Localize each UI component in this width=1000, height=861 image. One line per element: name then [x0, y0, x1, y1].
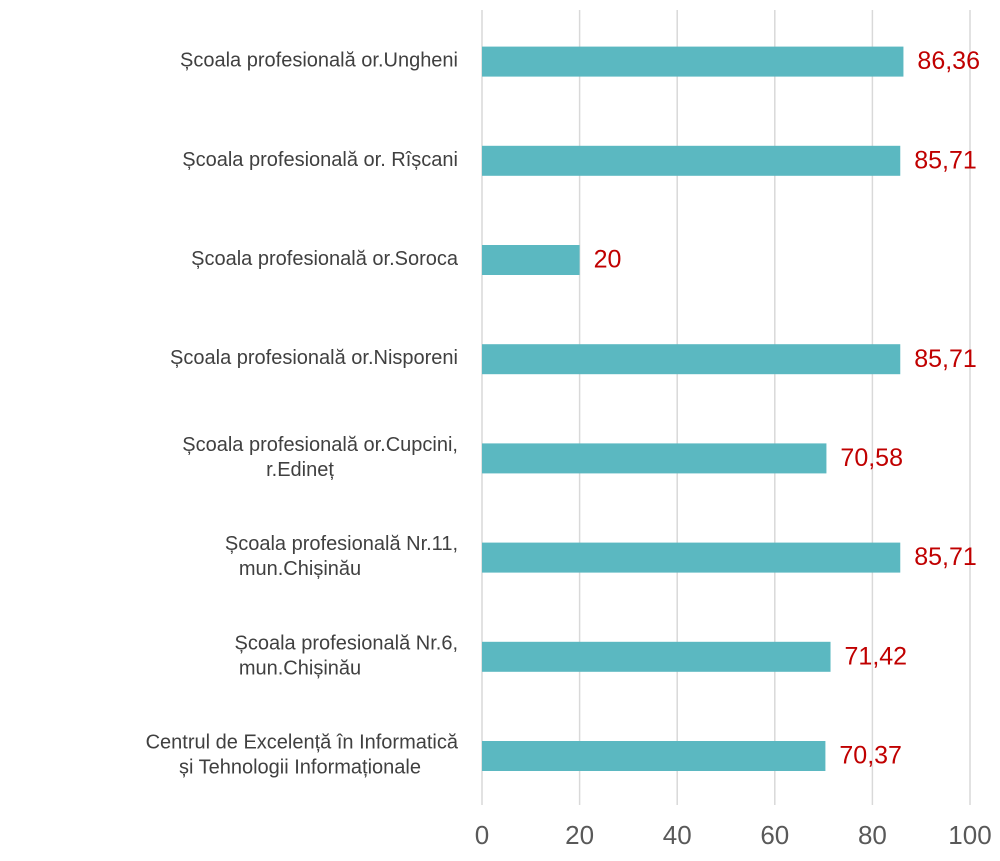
data-label: 85,71 [914, 345, 977, 373]
data-label: 20 [594, 246, 622, 274]
y-tick-label: Școala profesională or.Ungheni [180, 50, 458, 72]
bar [482, 443, 827, 474]
x-tick-label: 20 [565, 820, 594, 850]
y-tick-label: Școala profesională or.Nisporeni [170, 347, 458, 369]
data-label: 85,71 [914, 146, 977, 174]
x-tick-label: 60 [760, 820, 789, 850]
bar [482, 344, 901, 375]
y-tick-label: Centrul de Excelență în Informatică și Te… [146, 732, 459, 779]
bar [482, 145, 901, 176]
data-label: 70,37 [839, 742, 902, 770]
data-label: 71,42 [845, 642, 908, 670]
x-tick-label: 40 [663, 820, 692, 850]
bar [482, 542, 901, 573]
data-label: 70,58 [840, 444, 903, 472]
bar [482, 245, 580, 275]
data-label: 85,71 [914, 543, 977, 571]
bar [482, 46, 904, 77]
x-tick-label: 100 [948, 820, 991, 850]
y-tick-label: Școala profesională or.Soroca [191, 248, 459, 270]
y-tick-label: Școala profesională or. Rîșcani [182, 149, 458, 171]
y-tick-label: Școala profesională or.Cupcini, r.Edineț [182, 434, 458, 481]
data-label: 86,36 [917, 47, 980, 75]
bar [482, 741, 826, 771]
x-tick-label: 0 [475, 820, 489, 850]
y-tick-label: Școala profesională Nr.6, mun.Chișinău [235, 633, 458, 680]
x-tick-label: 80 [858, 820, 887, 850]
bar [482, 641, 831, 672]
y-tick-label: Școala profesională Nr.11, mun.Chișinău [225, 533, 458, 580]
